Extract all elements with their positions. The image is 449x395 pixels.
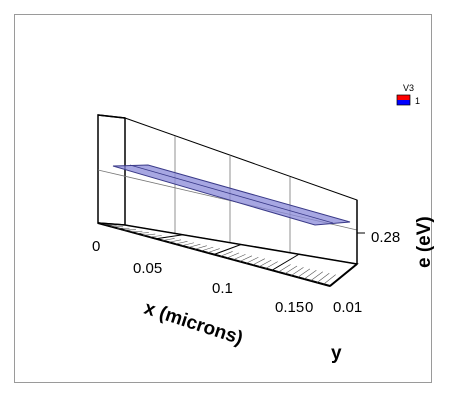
floor-hatch-line xyxy=(168,239,182,243)
floor-right-edge xyxy=(329,263,358,287)
x-tick-label-2: 0.1 xyxy=(212,280,233,297)
floor-hatch-line xyxy=(252,258,265,266)
floor-hatch xyxy=(104,224,336,285)
floor-hatch-line xyxy=(323,274,336,285)
floor-hatch-line xyxy=(188,243,201,248)
floor-hatch-line xyxy=(226,252,240,259)
floor-hatch-line xyxy=(316,272,330,283)
x-tick-label-3: 0.15 xyxy=(275,299,304,316)
legend-swatch-bottom xyxy=(397,100,410,105)
floor-hatch-line xyxy=(297,268,311,278)
floor-hatch-line xyxy=(104,224,117,226)
legend-swatch-top xyxy=(397,95,410,100)
x-tick-label-0: 0 xyxy=(92,238,100,255)
energy-surface xyxy=(112,164,351,226)
floor-hatch-line xyxy=(304,270,317,280)
floor-hatch-line xyxy=(162,238,175,241)
floor-divider-line xyxy=(271,253,300,271)
box-top-edge xyxy=(97,114,126,119)
floor-hatch-line xyxy=(220,251,233,257)
floor-hatch-line xyxy=(136,232,149,234)
legend-title: V3 xyxy=(403,83,414,93)
floor-hatch-line xyxy=(258,259,272,268)
floor-hatch-line xyxy=(143,233,156,236)
z-tick-label-0: 0.28 xyxy=(371,229,400,246)
floor-hatch-line xyxy=(310,271,323,281)
surface-center-line xyxy=(129,164,334,224)
floor-hatch-line xyxy=(181,242,194,247)
floor-hatch-line xyxy=(175,241,188,245)
y-tick-label-0: 0 xyxy=(305,299,313,316)
x-tick-label-1: 0.05 xyxy=(133,260,162,277)
x-axis-title: x (microns) xyxy=(141,298,245,350)
y-axis-title: y xyxy=(331,343,342,364)
floor-hatch-line xyxy=(149,235,162,238)
floor-hatch-line xyxy=(233,254,246,261)
floor-hatch-line xyxy=(201,246,214,252)
box-floor xyxy=(97,222,359,287)
floor-divider-line xyxy=(155,234,184,240)
y-tick-label-1: 0.01 xyxy=(333,299,362,316)
floor-hatch-line xyxy=(278,264,291,273)
floor-hatch-line xyxy=(239,255,253,262)
floor-hatch-line xyxy=(265,261,278,269)
legend-entry-label: 1 xyxy=(415,96,420,106)
floor-hatch-line xyxy=(207,248,220,254)
legend-swatch-border xyxy=(396,94,411,106)
floor-hatch-line xyxy=(246,256,259,264)
floor-hatch-line xyxy=(291,267,304,276)
legend: V3 1 xyxy=(396,83,420,106)
floor-hatch-line xyxy=(130,230,143,233)
z-axis-title: e (eV) xyxy=(414,216,435,268)
floor-hatch-line xyxy=(194,245,207,250)
floor-hatch-line xyxy=(284,265,298,275)
left-wall-yz xyxy=(97,114,126,226)
floor-divider-line xyxy=(213,244,242,255)
